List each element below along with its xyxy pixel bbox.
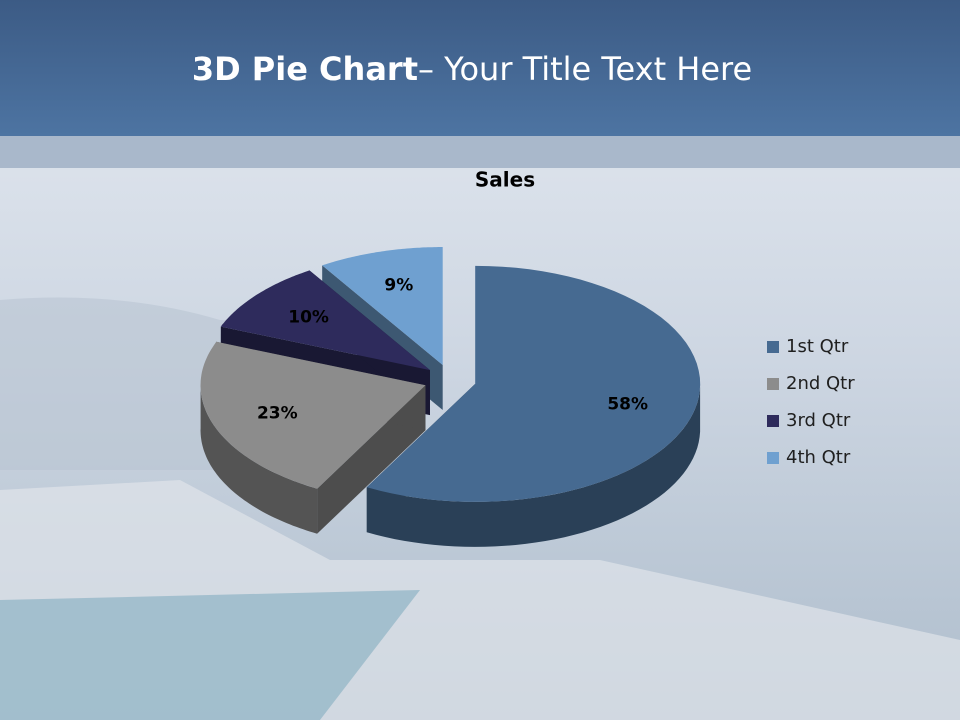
slice-wall <box>366 386 701 547</box>
decoration <box>0 590 420 720</box>
slice-top <box>366 265 701 502</box>
header-stripe <box>0 136 960 168</box>
pie: 9% 10% 58% 23% <box>200 247 701 547</box>
data-label: 58% <box>607 394 648 414</box>
legend-swatch <box>767 452 779 464</box>
pie-slice <box>200 341 426 534</box>
pie-slice <box>366 265 701 547</box>
data-label: 23% <box>257 403 298 423</box>
slice-top <box>322 247 443 365</box>
legend-swatch <box>767 415 779 427</box>
slice-top <box>200 341 426 489</box>
slice-wall <box>200 383 318 534</box>
chart-title: Sales <box>475 168 535 192</box>
slice-top <box>220 270 430 371</box>
legend-label: 2nd Qtr <box>786 373 855 394</box>
slide-title-rest: – Your Title Text Here <box>418 50 752 88</box>
legend-label: 4th Qtr <box>786 447 851 468</box>
data-label: 10% <box>288 307 329 327</box>
legend-label: 3rd Qtr <box>786 410 851 431</box>
slide-title: 3D Pie Chart– Your Title Text Here <box>192 50 752 88</box>
legend-swatch <box>767 378 779 390</box>
legend-swatch <box>767 341 779 353</box>
data-label: 9% <box>384 276 413 296</box>
slide-title-bold: 3D Pie Chart <box>192 50 418 88</box>
legend-label: 1st Qtr <box>786 336 849 357</box>
legend: 1st Qtr 2nd Qtr 3rd Qtr 4th Qtr <box>767 336 855 468</box>
header-band <box>0 0 960 136</box>
